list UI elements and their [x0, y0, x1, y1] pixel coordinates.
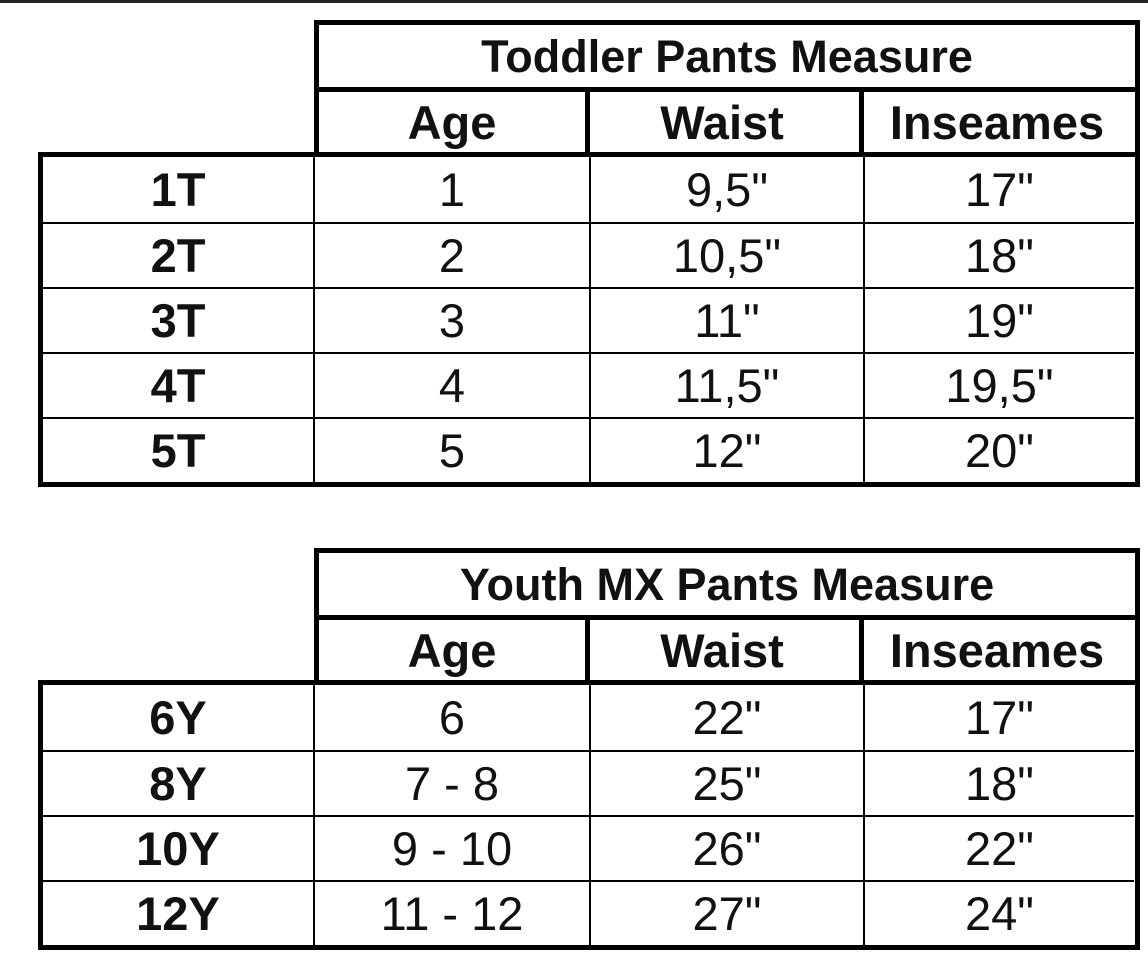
- column-divider: [863, 152, 865, 487]
- cell-age: 11 - 12: [315, 880, 589, 945]
- cell-inseam: 18": [865, 222, 1134, 287]
- cell-size: 5T: [43, 417, 313, 482]
- table-title: Youth MX Pants Measure: [314, 548, 1140, 620]
- cell-waist: 22": [692, 691, 762, 744]
- cell-inseam: 17": [965, 163, 1034, 216]
- cell-size: 6Y: [149, 691, 207, 744]
- column-header-age: Age: [314, 92, 590, 157]
- cell-age: 1: [438, 163, 466, 216]
- column-header-age: Age: [314, 620, 590, 685]
- column-divider: [313, 152, 315, 487]
- column-divider: [863, 680, 865, 950]
- column-header-inseames: Inseames: [859, 620, 1140, 685]
- column-divider: [313, 680, 315, 950]
- column-divider: [589, 152, 591, 487]
- cell-age: 6: [438, 691, 466, 744]
- table-title: Toddler Pants Measure: [314, 20, 1140, 92]
- cell-size: 2T: [43, 222, 313, 287]
- cell-size: 8Y: [43, 750, 313, 815]
- column-header-inseames: Inseames: [859, 92, 1140, 157]
- cell-waist: 27": [591, 880, 863, 945]
- cell-size: 12Y: [43, 880, 313, 945]
- cell-waist: 12": [591, 417, 863, 482]
- cell-age: 2: [315, 222, 589, 287]
- cell-waist: 11": [591, 287, 863, 352]
- cell-size: 3T: [43, 287, 313, 352]
- cell-size: 1T: [150, 163, 206, 216]
- cell-waist: 11,5": [591, 352, 863, 417]
- column-divider: [589, 680, 591, 950]
- cell-age: 3: [315, 287, 589, 352]
- cell-age: 4: [315, 352, 589, 417]
- cell-age: 5: [315, 417, 589, 482]
- cell-inseam: 19": [865, 287, 1134, 352]
- cell-inseam: 19,5": [865, 352, 1134, 417]
- cell-inseam: 17": [965, 691, 1034, 744]
- cell-inseam: 18": [865, 750, 1134, 815]
- cell-age: 7 - 8: [315, 750, 589, 815]
- cell-inseam: 20": [865, 417, 1134, 482]
- column-header-waist: Waist: [585, 620, 864, 685]
- cell-inseam: 22": [865, 815, 1134, 880]
- top-edge-bar: [0, 0, 1148, 3]
- cell-waist: 10,5": [591, 222, 863, 287]
- cell-inseam: 24": [865, 880, 1134, 945]
- cell-size: 10Y: [43, 815, 313, 880]
- cell-waist: 26": [591, 815, 863, 880]
- cell-age: 9 - 10: [315, 815, 589, 880]
- cell-waist: 9,5": [685, 163, 769, 216]
- column-header-waist: Waist: [585, 92, 864, 157]
- cell-waist: 25": [591, 750, 863, 815]
- cell-size: 4T: [43, 352, 313, 417]
